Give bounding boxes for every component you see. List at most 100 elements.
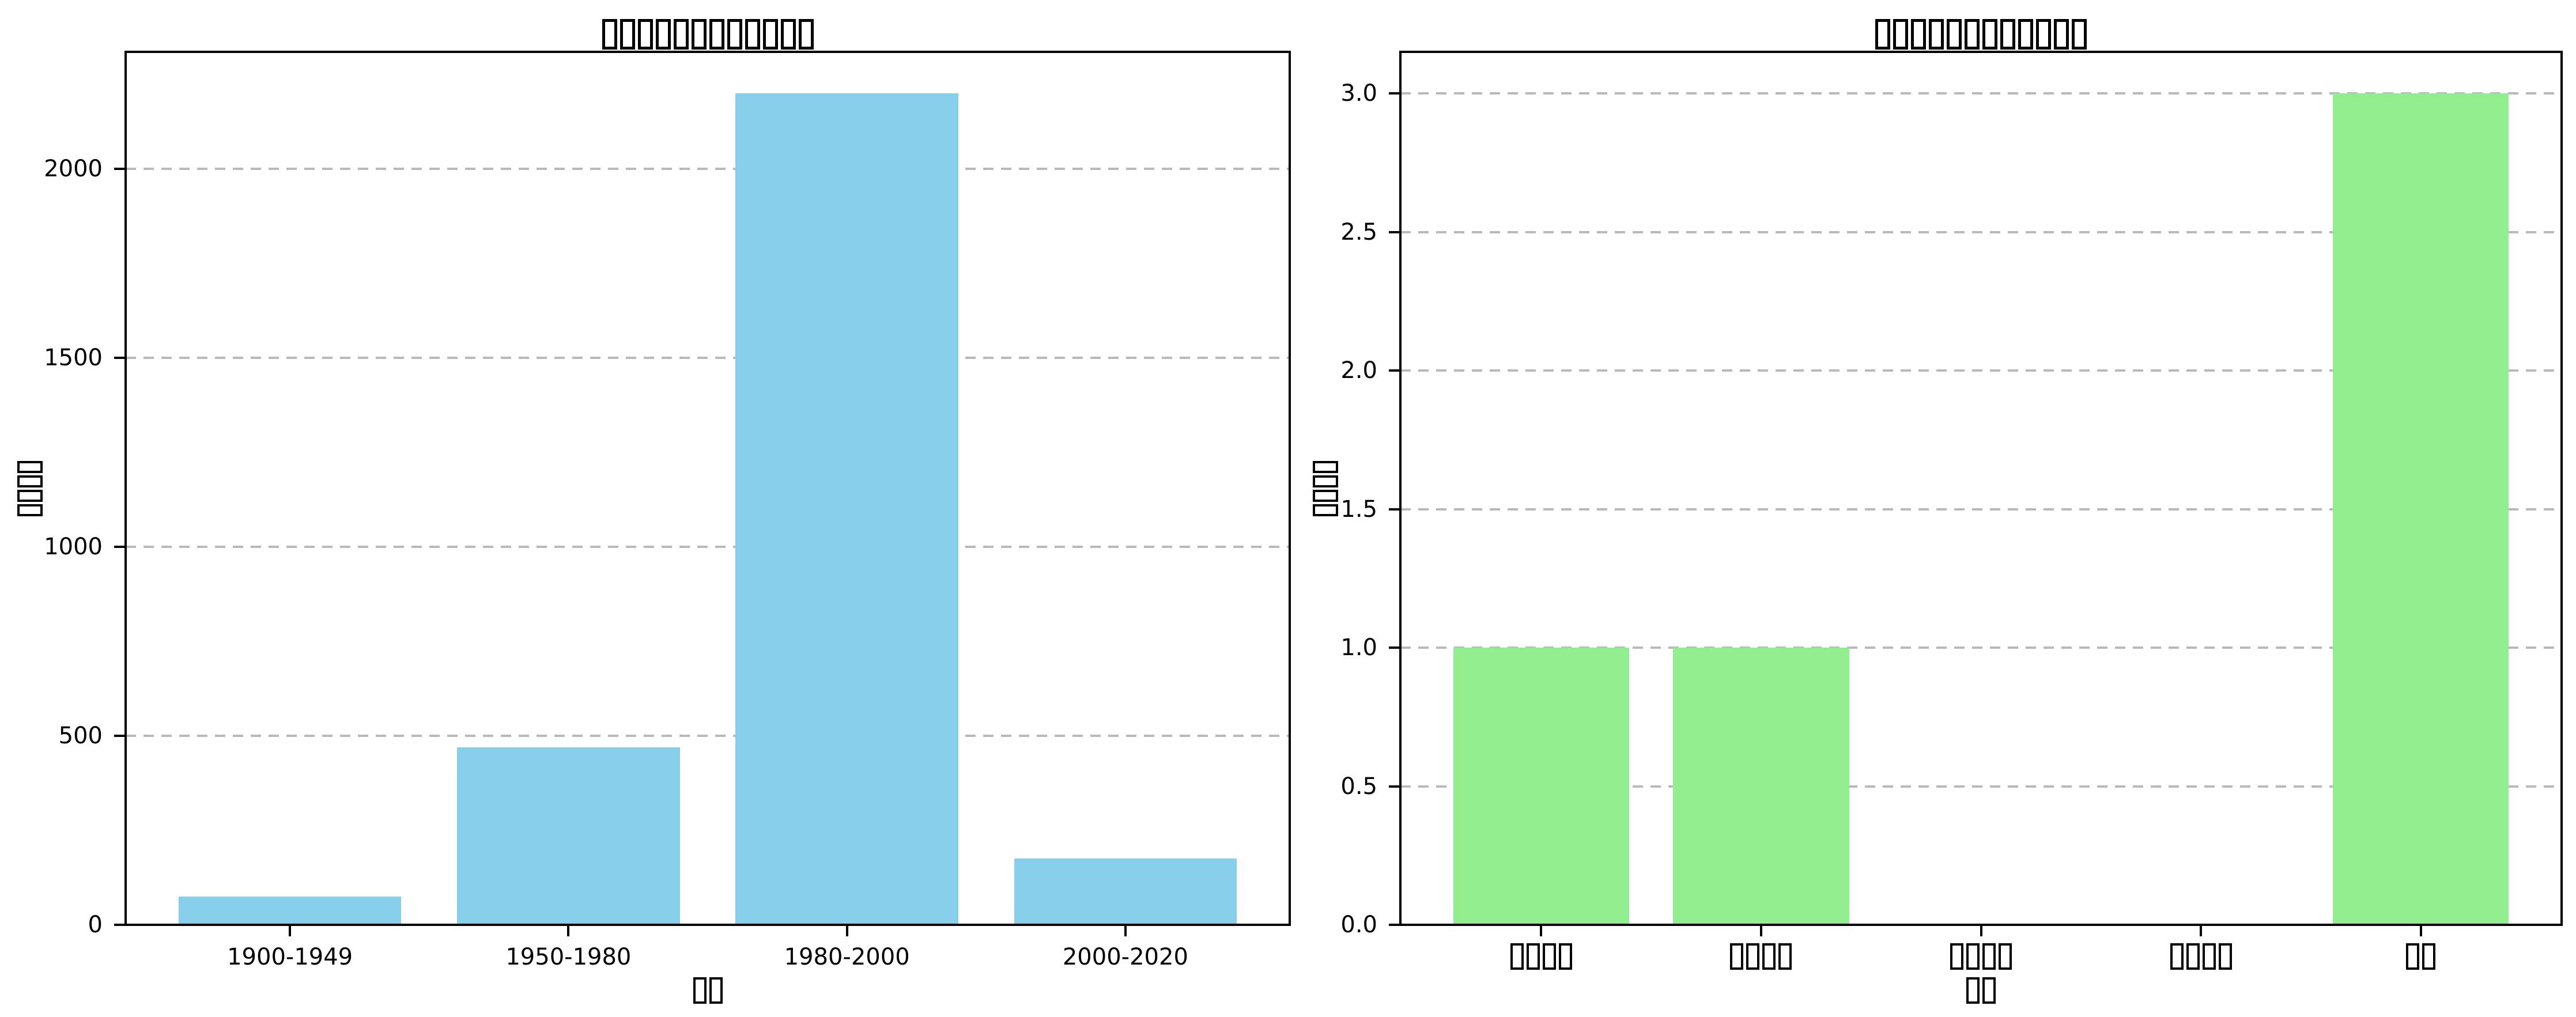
missing-glyph-box: [798, 19, 814, 50]
y-tick-label: 3.0: [1340, 80, 1377, 107]
bar: [1014, 859, 1237, 925]
y-axis-label-missing-glyphs: [1313, 460, 1338, 516]
missing-glyph-box: [2202, 943, 2216, 970]
missing-glyph-box: [727, 19, 742, 50]
missing-glyph-box: [1778, 943, 1792, 970]
y-tick-mark: [114, 924, 124, 926]
missing-glyph-box: [709, 977, 723, 1004]
y-gridline: [1400, 647, 2562, 649]
missing-glyph-box: [2054, 19, 2069, 50]
x-tick-mark: [1124, 926, 1127, 936]
y-gridline: [1400, 230, 2562, 233]
y-tick-label: 2.0: [1340, 357, 1377, 384]
missing-glyph-box: [1950, 943, 1963, 970]
x-tick-mark: [2419, 926, 2422, 936]
y-tick-label: 1.0: [1340, 634, 1377, 661]
x-tick-label: 1980-2000: [784, 944, 910, 970]
missing-glyph-box: [673, 19, 689, 50]
missing-glyph-box: [2000, 19, 2015, 50]
missing-glyph-box: [17, 460, 43, 473]
y-gridline: [126, 168, 1290, 171]
missing-glyph-box: [709, 19, 724, 50]
y-tick-mark: [1389, 924, 1399, 926]
y-tick-label: 1.5: [1340, 496, 1377, 523]
y-gridline: [126, 735, 1290, 738]
y-axis-label-missing-glyphs: [17, 460, 43, 516]
x-tick-label-missing-glyphs: [1611, 943, 1911, 970]
y-tick-label: 2000: [44, 156, 103, 183]
missing-glyph-box: [1982, 977, 1996, 1004]
y-tick-mark: [114, 546, 124, 549]
missing-glyph-box: [2036, 19, 2051, 50]
missing-glyph-box: [1762, 943, 1776, 970]
bar: [178, 896, 402, 925]
missing-glyph-box: [1966, 977, 1980, 1004]
y-tick-mark: [1389, 508, 1399, 511]
x-tick-mark: [2200, 926, 2203, 936]
missing-glyph-box: [1947, 19, 1962, 50]
missing-glyph-box: [637, 19, 653, 50]
bar: [1453, 648, 1629, 925]
y-tick-mark: [1389, 785, 1399, 788]
missing-glyph-box: [2072, 19, 2087, 50]
x-tick-mark: [567, 926, 570, 936]
y-tick-label: 2.5: [1340, 218, 1377, 245]
x-tick-label-missing-glyphs: [2051, 943, 2351, 970]
y-tick-label: 0.0: [1340, 912, 1377, 938]
missing-glyph-box: [1313, 489, 1338, 502]
y-tick-mark: [114, 168, 124, 171]
missing-glyph-box: [1982, 19, 1997, 50]
plot-frame: [124, 51, 1291, 926]
y-tick-mark: [1389, 230, 1399, 233]
bar: [735, 93, 958, 925]
bar: [2333, 93, 2509, 925]
y-gridline: [126, 546, 1290, 549]
x-tick-label-missing-glyphs: [1831, 943, 2131, 970]
x-axis-label-missing-glyphs: [1895, 977, 2068, 1004]
missing-glyph-box: [655, 19, 671, 50]
x-tick-label-missing-glyphs: [2271, 943, 2571, 970]
missing-glyph-box: [1893, 19, 1908, 50]
missing-glyph-box: [1558, 943, 1572, 970]
missing-glyph-box: [2218, 943, 2232, 970]
y-tick-label: 0: [88, 912, 103, 938]
missing-glyph-box: [1510, 943, 1524, 970]
x-tick-mark: [1540, 926, 1543, 936]
missing-glyph-box: [1966, 943, 1980, 970]
bar: [1673, 648, 1849, 925]
y-tick-mark: [1389, 369, 1399, 372]
y-tick-label: 1500: [44, 345, 103, 372]
y-tick-mark: [1389, 92, 1399, 95]
y-gridline: [1400, 92, 2562, 95]
missing-glyph-box: [1929, 19, 1944, 50]
missing-glyph-box: [1965, 19, 1980, 50]
missing-glyph-box: [2406, 943, 2420, 970]
missing-glyph-box: [17, 489, 43, 502]
x-tick-label-missing-glyphs: [1391, 943, 1691, 970]
missing-glyph-box: [1982, 943, 1996, 970]
x-tick-label: 1950-1980: [505, 944, 632, 970]
x-tick-mark: [845, 926, 848, 936]
missing-glyph-box: [2018, 19, 2033, 50]
y-gridline: [126, 357, 1290, 360]
missing-glyph-box: [1542, 943, 1556, 970]
missing-glyph-box: [693, 977, 707, 1004]
missing-glyph-box: [1526, 943, 1540, 970]
x-tick-label: 1900-1949: [227, 944, 353, 970]
y-tick-mark: [114, 357, 124, 360]
missing-glyph-box: [602, 19, 617, 50]
x-tick-mark: [1980, 926, 1982, 936]
chart-title-missing-glyphs: [477, 19, 938, 50]
missing-glyph-box: [1875, 19, 1890, 50]
y-gridline: [1400, 508, 2562, 511]
x-tick-label: 2000-2020: [1062, 944, 1188, 970]
missing-glyph-box: [1911, 19, 1926, 50]
missing-glyph-box: [780, 19, 796, 50]
x-tick-mark: [1759, 926, 1762, 936]
y-tick-label: 1000: [44, 534, 103, 561]
missing-glyph-box: [2170, 943, 2184, 970]
missing-glyph-box: [2186, 943, 2200, 970]
y-gridline: [1400, 369, 2562, 372]
missing-glyph-box: [745, 19, 760, 50]
y-tick-mark: [1389, 647, 1399, 649]
